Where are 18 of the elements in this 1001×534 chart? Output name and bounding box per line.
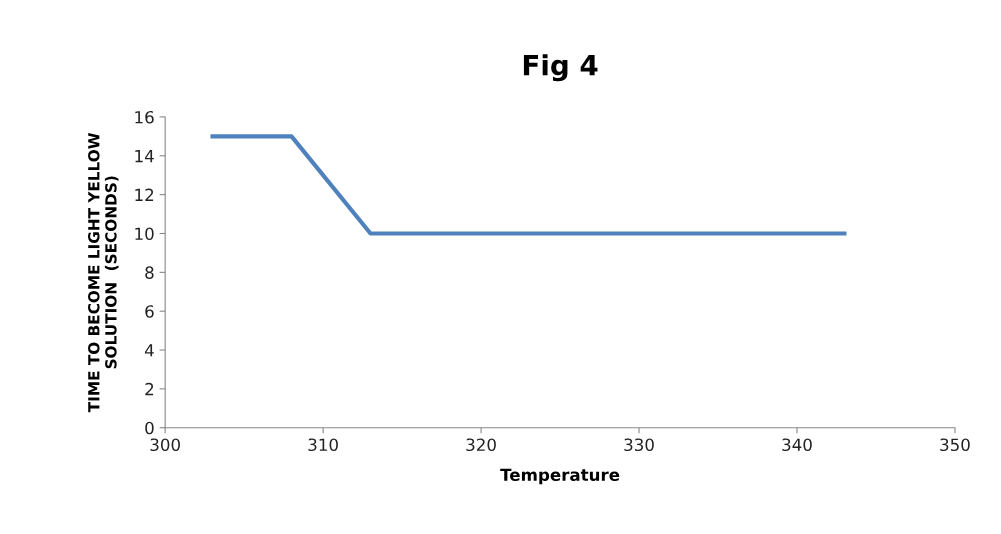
y-tick-label: 14 — [135, 149, 154, 163]
x-axis-title: Temperature — [500, 468, 620, 485]
x-tick-label: 310 — [308, 438, 338, 452]
y-tick-label: 12 — [135, 188, 154, 201]
x-tick-label: 340 — [782, 438, 812, 452]
chart-title: Fig 4 — [523, 54, 598, 82]
y-axis-title: TIME TO BECOME LIGHT YELLOW SOLUTION (SECONDS) — [88, 132, 119, 413]
x-tick-label: 300 — [150, 438, 180, 452]
y-tick-label: 0 — [145, 421, 154, 435]
x-tick-label: 320 — [466, 438, 496, 452]
y-tick-label: 8 — [145, 266, 154, 279]
x-tick-label: 350 — [940, 438, 970, 452]
y-tick-label: 4 — [144, 344, 154, 357]
y-tick-label: 16 — [135, 110, 154, 124]
x-tick-label: 330 — [624, 438, 654, 452]
y-tick-label: 6 — [145, 305, 154, 318]
y-tick-label: 10 — [135, 227, 154, 241]
y-tick-label: 2 — [145, 382, 154, 396]
